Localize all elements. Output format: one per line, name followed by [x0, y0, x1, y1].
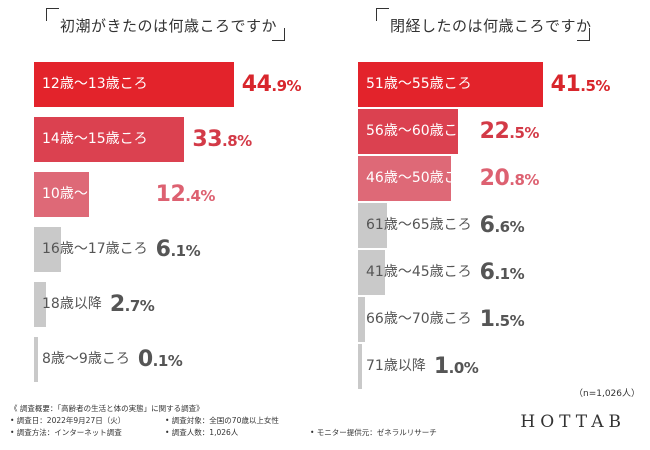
bar [34, 337, 38, 382]
bar-label: 71歳以降 [366, 358, 426, 374]
survey-summary-heading: 《 調査概要：「高齢者の生活と体の実態」に関する調査》 [10, 404, 204, 413]
bar-label: 16歳〜17歳ころ [42, 241, 148, 257]
value-integer: 1 [433, 354, 449, 379]
bar [34, 117, 185, 162]
bar-value-label: 2.7% [109, 282, 155, 327]
value-integer: 0 [137, 347, 153, 372]
bar-label: 12歳〜13歳ころ [42, 76, 148, 92]
monitor-provider: • モニター提供元：ゼネラルリサーチ [310, 428, 437, 437]
bar [358, 344, 363, 389]
bar-label: 14歳〜15歳ころ [42, 131, 148, 147]
sample-size-note: （n=1,026人） [574, 389, 641, 399]
value-integer: 1 [479, 307, 495, 332]
bar [358, 250, 386, 295]
bracket-bottom-right [272, 28, 285, 41]
value-integer: 6 [479, 213, 495, 238]
survey-method: • 調査方法：インターネット調査 [10, 428, 122, 437]
bar-label: 51歳〜55歳ころ [366, 76, 472, 92]
bar [358, 203, 388, 248]
bar-value-label: 1.0% [433, 344, 479, 389]
bar [34, 172, 90, 217]
bar-value-label: 33.8% [192, 117, 252, 162]
value-integer: 44 [241, 72, 272, 97]
bar [358, 62, 543, 107]
value-decimal: .4% [185, 187, 215, 205]
left-panel-title: 初潮がきたのは何歳ころですか [60, 17, 278, 35]
value-decimal: .6% [494, 218, 525, 236]
survey-date: • 調査日：2022年9月27日（火） [10, 416, 126, 425]
value-decimal: .1% [494, 265, 525, 283]
value-decimal: .1% [152, 352, 183, 370]
bar-value-label: 41.5% [550, 62, 611, 107]
bar-label: 41歳〜45歳ころ [366, 264, 472, 280]
bar-label: 8歳〜9歳ころ [42, 351, 130, 367]
value-integer: 33 [192, 127, 223, 152]
value-decimal: .5% [580, 77, 610, 95]
bracket-top-left [46, 8, 59, 21]
value-integer: 22 [479, 119, 510, 144]
bar-value-label: 1.5% [479, 297, 525, 342]
bar [358, 156, 451, 201]
bar-value-label: 0.1% [137, 337, 183, 382]
value-decimal: .5% [509, 124, 539, 142]
value-integer: 41 [550, 72, 581, 97]
survey-count: • 調査人数：1,026人 [165, 428, 239, 437]
survey-target: • 調査対象：全国の70歳以上女性 [165, 416, 279, 425]
bar-value-label: 6.1% [479, 250, 525, 295]
value-decimal: .1% [170, 242, 201, 260]
bar-label: 10歳〜11歳ころ [42, 186, 148, 202]
value-integer: 20 [479, 166, 510, 191]
right-panel-title: 閉経したのは何歳ころですか [390, 17, 592, 35]
value-decimal: .7% [124, 297, 155, 315]
value-decimal: .8% [222, 132, 252, 150]
bracket-top-left [376, 8, 389, 21]
value-integer: 12 [155, 182, 186, 207]
value-decimal: .0% [448, 359, 479, 377]
bar-label: 61歳〜65歳ころ [366, 217, 472, 233]
value-decimal: .9% [271, 77, 302, 95]
bar [34, 282, 46, 327]
value-decimal: .8% [509, 171, 539, 189]
bar [358, 109, 459, 154]
value-integer: 6 [479, 260, 495, 285]
bar-label: 46歳〜50歳ころ [366, 170, 472, 186]
value-decimal: .5% [494, 312, 525, 330]
bar [34, 62, 234, 107]
bar-value-label: 6.6% [479, 203, 525, 248]
value-integer: 6 [155, 237, 171, 262]
bar-value-label: 12.4% [155, 172, 216, 217]
hottab-logo: HOTTAB [520, 412, 626, 432]
value-integer: 2 [109, 292, 125, 317]
bar [34, 227, 62, 272]
bar-value-label: 20.8% [479, 156, 540, 201]
bar-label: 18歳以降 [42, 296, 102, 312]
bar-label: 66歳〜70歳ころ [366, 311, 472, 327]
bar-value-label: 44.9% [241, 62, 302, 107]
bar-value-label: 22.5% [479, 109, 540, 154]
bar-label: 56歳〜60歳ころ [366, 123, 472, 139]
bar [358, 297, 365, 342]
bracket-bottom-right [577, 28, 590, 41]
bar-value-label: 6.1% [155, 227, 201, 272]
